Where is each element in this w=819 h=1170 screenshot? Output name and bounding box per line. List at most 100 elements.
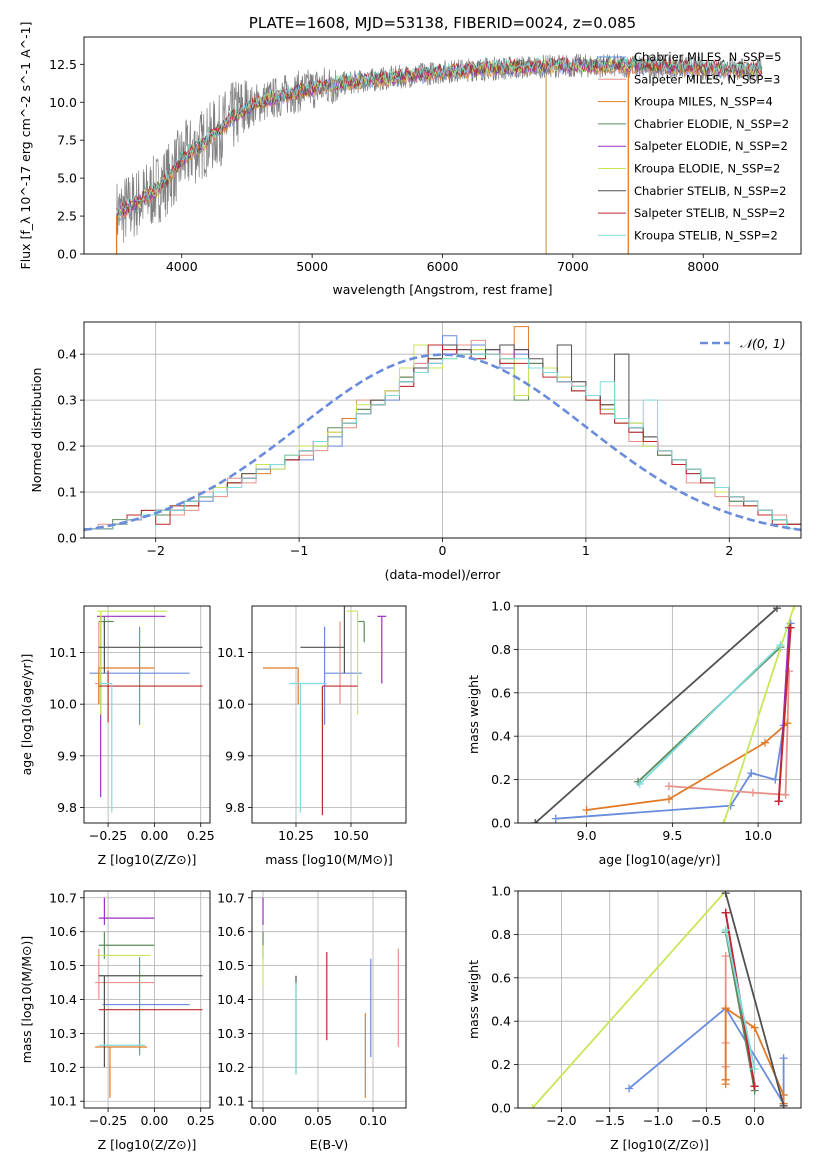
data-point bbox=[263, 667, 299, 705]
y-tick-label: 10.5 bbox=[217, 958, 245, 973]
legend-label: Chabrier STELIB, N_SSP=2 bbox=[634, 184, 786, 198]
x-tick-label: 0.05 bbox=[304, 1113, 332, 1128]
x-tick-label: 0.00 bbox=[140, 1113, 168, 1128]
data-point bbox=[102, 957, 190, 1056]
age_vs_Z-axes: −0.25 0.00 0.25 9.8 9.9 10.0 10.1 bbox=[49, 606, 215, 843]
y-tick-label: 0.2 bbox=[57, 439, 77, 454]
plus-marker bbox=[721, 891, 730, 898]
x-tick-label: 0.00 bbox=[140, 828, 168, 843]
legend: 𝒩(0, 1) bbox=[700, 336, 786, 351]
mass_vs_ebv-plot bbox=[262, 897, 399, 1098]
plus-marker bbox=[625, 1084, 634, 1093]
axes-frame bbox=[251, 605, 407, 824]
data-point bbox=[98, 682, 113, 813]
mass-weight-series bbox=[777, 627, 792, 802]
y-tick-label: 0.8 bbox=[491, 642, 511, 657]
x-tick-label: −0.5 bbox=[691, 1113, 721, 1128]
y-axis-label: Normed distribution bbox=[29, 368, 44, 493]
mass-weight-series bbox=[531, 891, 727, 1108]
mass-weight-series bbox=[668, 671, 790, 796]
x-tick-label: −1.5 bbox=[595, 1113, 625, 1128]
massweight_vs_age-plot bbox=[531, 606, 799, 823]
histogram-series bbox=[84, 353, 801, 530]
plus-marker bbox=[772, 606, 781, 613]
data-point bbox=[95, 1046, 147, 1098]
data-point bbox=[321, 685, 358, 816]
mass-weight-series bbox=[724, 932, 756, 1091]
plus-marker bbox=[531, 819, 540, 823]
axes-frame bbox=[83, 605, 211, 824]
plus-marker bbox=[750, 1082, 759, 1091]
y-tick-label: 10.6 bbox=[49, 924, 77, 939]
age_vs_mass-axes: 10.25 10.50 9.8 9.9 10.0 10.1 bbox=[217, 606, 406, 843]
x-axis-label: Z [log10(Z/Z⊙)] bbox=[98, 852, 197, 867]
plus-marker bbox=[779, 1101, 788, 1108]
axes-frame bbox=[251, 890, 407, 1109]
massweight_vs_age-axes: 9.0 9.5 10.0 0.0 0.2 0.4 0.6 0.8 1.0 bbox=[491, 599, 801, 843]
chart-title: PLATE=1608, MJD=53138, FIBERID=0024, z=0… bbox=[249, 14, 636, 32]
legend-label: 𝒩(0, 1) bbox=[740, 336, 786, 351]
x-tick-label: −0.25 bbox=[89, 828, 127, 843]
data-point bbox=[289, 682, 327, 813]
x-axis-label: age [log10(age/yr)] bbox=[599, 852, 721, 867]
mass-weight-series bbox=[639, 644, 782, 785]
plus-marker bbox=[664, 782, 673, 791]
data-point bbox=[324, 626, 362, 725]
spectrum-plot bbox=[115, 53, 763, 254]
x-tick-label: 0.00 bbox=[249, 1113, 277, 1128]
y-tick-label: 10.1 bbox=[217, 645, 245, 660]
plus-marker bbox=[582, 805, 591, 814]
data-point bbox=[300, 606, 345, 674]
y-tick-label: 0.4 bbox=[57, 347, 77, 362]
y-tick-label: 0.0 bbox=[57, 247, 77, 262]
plus-marker bbox=[790, 606, 799, 610]
x-axis-label: Z [log10(Z/Z⊙)] bbox=[98, 1137, 197, 1152]
plus-marker bbox=[776, 641, 785, 650]
legend-label: Salpeter MILES, N_SSP=3 bbox=[634, 72, 780, 86]
x-tick-label: −2.0 bbox=[546, 1113, 576, 1128]
y-tick-label: 10.5 bbox=[49, 958, 77, 973]
y-tick-label: 1.0 bbox=[491, 884, 511, 899]
residuals-axes: −2 −1 0 1 2 0.0 0.1 0.2 0.3 0.4 bbox=[57, 322, 801, 558]
y-tick-label: 1.0 bbox=[491, 599, 511, 614]
data-point bbox=[377, 615, 387, 684]
model-fit-line bbox=[116, 56, 763, 216]
plus-marker bbox=[786, 623, 795, 632]
age_vs_Z-plot bbox=[89, 610, 203, 813]
y-tick-label: 10.4 bbox=[217, 992, 245, 1007]
plus-marker bbox=[750, 1023, 759, 1032]
plus-marker bbox=[771, 775, 780, 784]
y-tick-label: 12.5 bbox=[49, 57, 77, 72]
x-tick-label: −2 bbox=[146, 543, 164, 558]
y-tick-label: 0.6 bbox=[491, 685, 511, 700]
y-tick-label: 2.5 bbox=[57, 209, 77, 224]
plus-marker bbox=[635, 779, 644, 788]
x-tick-label: 0.0 bbox=[745, 1113, 765, 1128]
y-tick-label: 10.0 bbox=[49, 697, 77, 712]
plus-marker bbox=[747, 769, 756, 778]
y-tick-label: 10.7 bbox=[49, 890, 77, 905]
y-tick-label: 0.0 bbox=[491, 1101, 511, 1116]
mass-weight-series bbox=[555, 623, 792, 820]
y-tick-label: 10.6 bbox=[217, 924, 245, 939]
x-tick-label: 4000 bbox=[166, 259, 198, 274]
plus-marker bbox=[721, 1075, 730, 1084]
y-tick-label: 10.3 bbox=[217, 1026, 245, 1041]
x-tick-label: 10.50 bbox=[333, 828, 369, 843]
y-tick-label: 0.4 bbox=[491, 729, 511, 744]
y-tick-label: 9.9 bbox=[225, 748, 245, 763]
plus-marker bbox=[721, 926, 730, 935]
data-point bbox=[96, 610, 168, 715]
y-tick-label: 0.2 bbox=[491, 772, 511, 787]
x-axis-label: Z [log10(Z/Z⊙)] bbox=[610, 1137, 709, 1152]
mass_vs_Z-plot bbox=[95, 897, 203, 1098]
plus-marker bbox=[750, 1064, 759, 1073]
data-point bbox=[98, 621, 203, 674]
y-tick-label: 9.8 bbox=[57, 800, 77, 815]
data-point bbox=[95, 948, 155, 1000]
y-tick-label: 10.0 bbox=[49, 95, 77, 110]
normal-curve-line bbox=[84, 353, 801, 532]
y-tick-label: 10.1 bbox=[49, 1094, 77, 1109]
x-tick-label: 7000 bbox=[557, 259, 589, 274]
plus-marker bbox=[528, 1104, 537, 1108]
